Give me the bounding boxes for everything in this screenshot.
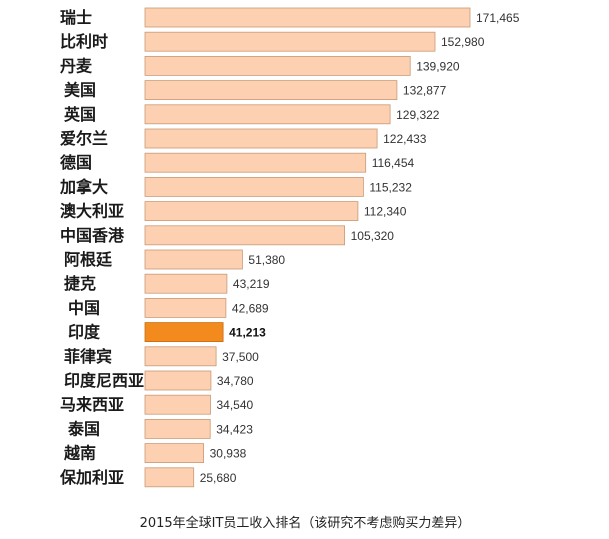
data-label: 42,689 <box>232 301 269 315</box>
bar <box>144 225 346 246</box>
data-label: 122,433 <box>383 132 427 146</box>
bar <box>144 346 217 367</box>
bars-group: 瑞士 171,465 比利时 152,980 丹麦 139,920 美国 132,877 英国 1… <box>59 7 520 488</box>
bar <box>144 80 398 100</box>
data-label: 132,877 <box>403 84 447 98</box>
data-label: 171,465 <box>476 11 520 25</box>
category-label: 印度 <box>68 323 101 342</box>
bar <box>144 273 228 294</box>
bar <box>144 322 224 343</box>
bar <box>144 128 378 149</box>
category-label: 中国香港 <box>60 226 125 245</box>
category-label: 印度尼西亚 <box>64 371 144 390</box>
data-label: 34,780 <box>217 374 254 388</box>
data-label: 152,980 <box>441 35 485 49</box>
category-label: 保加利亚 <box>59 468 124 487</box>
data-label: 37,500 <box>222 350 259 364</box>
category-label: 德国 <box>60 153 92 172</box>
data-label: 51,380 <box>248 253 285 267</box>
data-label: 116,454 <box>372 156 415 170</box>
bar <box>144 7 471 28</box>
category-label: 美国 <box>64 81 96 100</box>
chart-caption: 2015年全球IT员工收入排名（该研究不考虑购买力差异） <box>140 515 471 531</box>
bar <box>144 394 211 415</box>
data-label: 115,232 <box>369 180 412 194</box>
category-label: 爱尔兰 <box>60 129 108 148</box>
category-label: 阿根廷 <box>64 250 113 269</box>
category-label: 比利时 <box>60 32 108 51</box>
bar <box>144 418 211 439</box>
data-label: 105,320 <box>351 229 395 243</box>
category-label: 菲律宾 <box>64 347 112 366</box>
bar <box>144 31 436 52</box>
category-label: 英国 <box>63 105 96 124</box>
data-label: 129,322 <box>396 108 440 122</box>
category-label: 捷克 <box>64 274 96 293</box>
bar <box>144 104 391 125</box>
category-label: 中国 <box>68 298 100 317</box>
bar <box>144 249 243 270</box>
bar <box>144 443 204 464</box>
data-label: 139,920 <box>416 59 460 73</box>
data-label: 30,938 <box>210 447 247 461</box>
category-label: 泰国 <box>67 419 100 438</box>
category-label: 加拿大 <box>59 177 108 196</box>
data-label: 34,423 <box>216 422 253 436</box>
bar <box>144 370 212 391</box>
bar <box>144 297 227 318</box>
category-label: 马来西亚 <box>60 395 124 414</box>
data-label: 41,213 <box>229 326 266 340</box>
bar <box>144 152 367 173</box>
bar <box>144 201 359 222</box>
data-label: 43,219 <box>233 277 270 291</box>
data-label: 112,340 <box>364 205 407 219</box>
bar <box>144 176 364 197</box>
data-label: 25,680 <box>200 471 237 485</box>
category-label: 澳大利亚 <box>60 202 124 221</box>
bar <box>144 56 411 76</box>
category-label: 瑞士 <box>60 8 92 27</box>
category-label: 丹麦 <box>60 56 93 75</box>
bar <box>144 467 195 488</box>
category-label: 越南 <box>63 444 96 463</box>
data-label: 34,540 <box>217 398 254 412</box>
